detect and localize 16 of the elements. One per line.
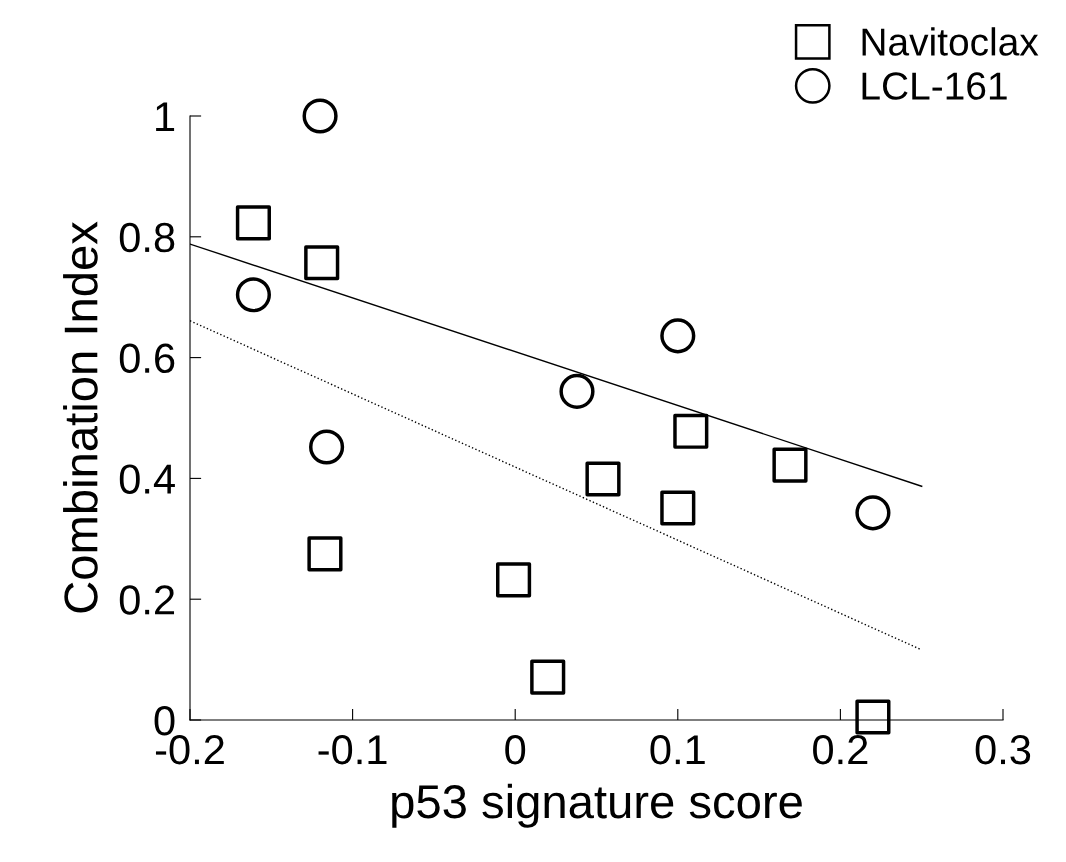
x-tick-label: 0.1 [650,734,705,765]
x-axis-title: p53 signature score [392,783,802,828]
legend-label: LCL-161 [862,72,1007,100]
x-tick-label: 0.2 [813,734,868,765]
x-tick-label: 0 [505,734,526,765]
y-tick-label: 0.4 [119,464,175,494]
y-axis-title: Combination Index [63,221,98,613]
y-tick-label: 0.6 [119,343,175,374]
y-tick-label: 1 [156,102,175,132]
x-tick-label: -0.1 [318,734,387,765]
y-tick-label: 0.2 [119,585,175,615]
y-tick-label: 0.8 [119,222,175,253]
x-tick-label: -0.2 [155,734,224,765]
legend-label: Navitoclax [862,27,1039,56]
y-tick-label: 0 [154,706,175,736]
x-tick-label: 0.3 [975,734,1031,765]
